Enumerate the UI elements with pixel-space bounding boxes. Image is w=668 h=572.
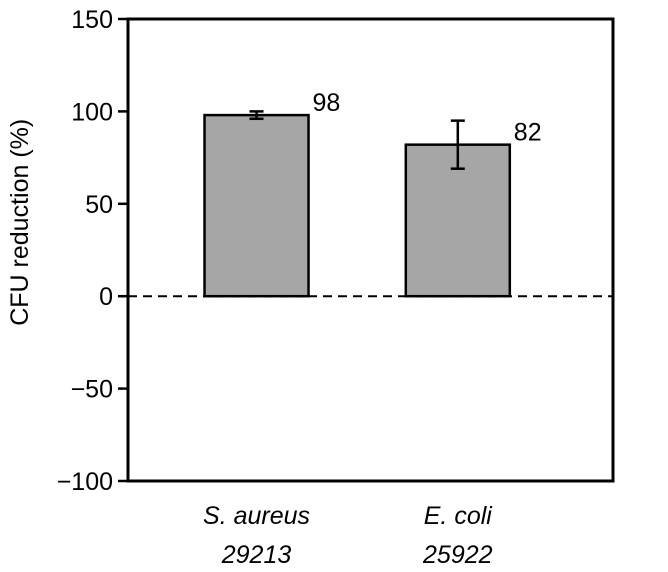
category-label-strain: 25922 xyxy=(422,541,493,569)
data-label: 98 xyxy=(313,89,341,117)
y-tick-label: −50 xyxy=(71,376,113,404)
y-axis: 150 100 50 0 −50 −100 xyxy=(57,6,128,496)
category-label-strain: 29213 xyxy=(221,541,292,569)
y-tick-label: 0 xyxy=(99,283,113,311)
x-axis-labels: S. aureus 29213 E. coli 25922 xyxy=(203,502,493,569)
y-tick-label: 100 xyxy=(71,98,113,126)
bars: 98 82 xyxy=(203,89,542,298)
y-axis-title: CFU reduction (%) xyxy=(6,119,34,326)
bar xyxy=(203,113,310,298)
category-label-name: S. aureus xyxy=(203,502,310,530)
data-label: 82 xyxy=(514,119,542,147)
y-tick-label: 50 xyxy=(85,191,113,219)
y-tick-label: −100 xyxy=(57,468,113,496)
y-tick-label: 150 xyxy=(71,6,113,34)
plot-frame xyxy=(126,17,615,483)
category-label-name: E. coli xyxy=(424,502,494,530)
